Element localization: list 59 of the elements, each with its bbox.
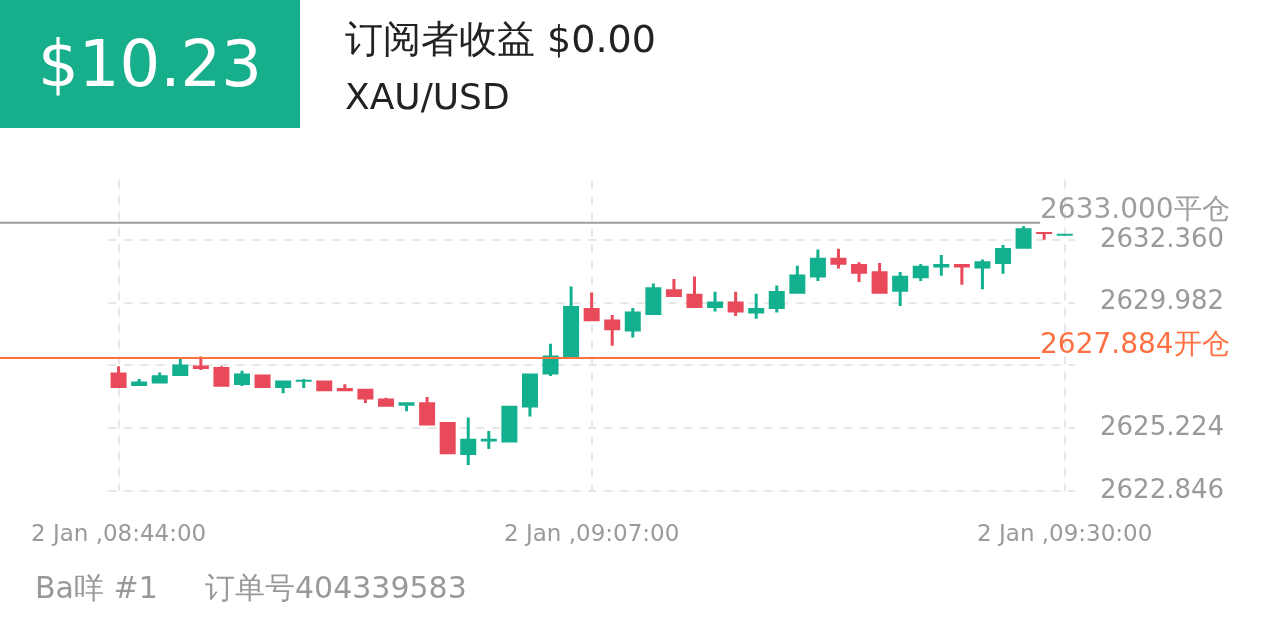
candlestick (851, 262, 868, 283)
x-tick-label: 2 Jan ,09:07:00 (503, 519, 680, 546)
candlestick (295, 378, 312, 388)
candlestick (1015, 226, 1032, 249)
candlestick (707, 291, 724, 312)
candlestick (892, 271, 909, 307)
candlestick (377, 397, 394, 407)
y-tick-label: 2625.224 (1100, 410, 1225, 441)
candlestick (727, 291, 744, 317)
candlestick (234, 370, 250, 387)
candlestick (275, 380, 292, 394)
candlestick (542, 343, 559, 377)
y-tick-label: 2629.982 (1100, 285, 1225, 316)
candlestick (110, 366, 127, 388)
candlestick (398, 402, 415, 412)
candlestick (768, 285, 785, 313)
x-tick-label: 2 Jan ,09:30:00 (977, 519, 1153, 546)
candlestick (974, 259, 991, 290)
text: 订单号404339583 (205, 569, 467, 607)
candlestick (665, 279, 682, 298)
candlestick (912, 264, 929, 281)
candlestick (871, 262, 888, 294)
candlestick (953, 264, 970, 285)
candlestick (254, 374, 271, 388)
candlestick (748, 293, 765, 319)
candlestick (604, 315, 621, 346)
candlestick (192, 356, 209, 370)
candlestick (213, 366, 230, 387)
candlestick (131, 378, 148, 387)
y-tick-label: 2622.846 (1100, 473, 1225, 504)
candlestick (583, 292, 600, 322)
candlestick (316, 380, 333, 392)
chart-subtitle: XAU/USD (345, 76, 510, 117)
candlestick (933, 255, 950, 276)
chart-title: 订阅者收益 $0.00 (345, 16, 656, 63)
candlestick (480, 430, 497, 449)
candlestick (419, 396, 436, 426)
candlestick (830, 248, 847, 269)
candlestick (501, 405, 518, 443)
candlestick (789, 265, 806, 294)
candlestick (439, 421, 456, 455)
candlestick (172, 359, 189, 377)
text: Ba咩 #1 (35, 569, 158, 607)
candlestick (645, 283, 662, 316)
candlestick (357, 388, 374, 403)
text: $10.23 (0, 0, 300, 128)
candlestick (995, 245, 1012, 274)
candlestick (1036, 232, 1053, 240)
candlestick (521, 373, 538, 417)
x-tick-label: 2 Jan ,08:44:00 (30, 519, 207, 546)
candlestick (624, 307, 641, 338)
candlestick (460, 417, 477, 466)
candlestick (336, 384, 353, 392)
candlestick (686, 276, 703, 308)
ref-line-label: 2627.884开仓 (1040, 327, 1230, 361)
candlestick (563, 286, 580, 358)
candlestick (151, 372, 168, 384)
candlestick (809, 249, 826, 281)
candlestick (1056, 233, 1073, 236)
